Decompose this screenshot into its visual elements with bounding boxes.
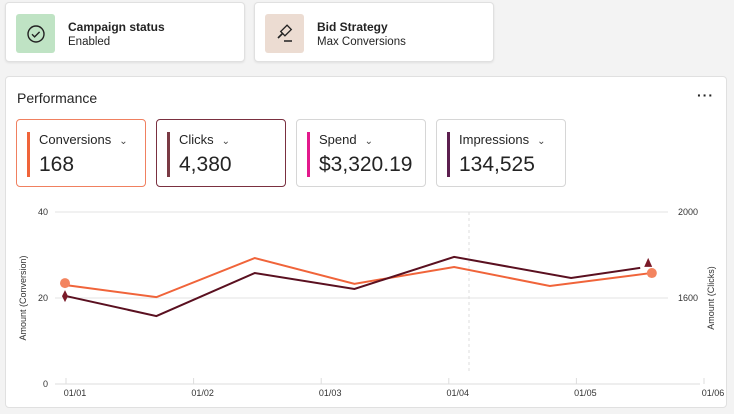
metric-value: $3,320.19 — [319, 153, 413, 176]
y-right-tick: 2000 — [678, 207, 698, 217]
x-tick: 01/01 — [64, 388, 87, 398]
bid-strategy-title: Bid Strategy — [317, 20, 388, 34]
series-line-conversions — [65, 256, 651, 299]
chevron-down-icon[interactable]: ⌄ — [221, 136, 231, 147]
impressions-marker-icon — [447, 132, 450, 177]
metric-card-spend[interactable]: Spend ⌄ $3,320.19 — [296, 119, 426, 187]
chevron-down-icon[interactable]: ⌄ — [537, 136, 546, 147]
bid-tile — [265, 14, 304, 53]
metric-value: 4,380 — [179, 153, 232, 176]
campaign-status-value: Enabled — [68, 36, 111, 48]
conversions-start-marker — [60, 278, 70, 289]
chevron-down-icon[interactable]: ⌄ — [119, 136, 128, 147]
metric-label: Impressions — [459, 132, 530, 147]
metric-label: Clicks — [179, 132, 214, 147]
clicks-marker-icon — [167, 132, 170, 177]
performance-title: Performance — [17, 90, 98, 106]
metric-card-impressions[interactable]: Impressions ⌄ 134,525 — [436, 119, 566, 187]
spend-marker-icon — [307, 132, 310, 177]
bid-strategy-card[interactable]: Bid Strategy Max Conversions — [254, 2, 494, 62]
chevron-down-icon[interactable]: ⌄ — [364, 136, 373, 147]
metric-label: Conversions — [39, 132, 112, 147]
conversions-marker-icon — [27, 132, 30, 177]
more-options-button[interactable]: ··· — [697, 87, 714, 103]
bid-strategy-value: Max Conversions — [317, 36, 406, 48]
metric-label: Spend — [319, 132, 357, 147]
gavel-icon — [276, 23, 292, 42]
clicks-end-marker — [644, 257, 653, 267]
metric-value: 168 — [39, 153, 75, 176]
status-tile — [16, 14, 55, 53]
x-tick: 01/06 — [702, 388, 725, 398]
metric-card-clicks[interactable]: Clicks ⌄ 4,380 — [156, 119, 286, 187]
x-tick: 01/02 — [191, 388, 214, 398]
metric-value: 134,525 — [459, 153, 535, 176]
y-left-tick: 20 — [38, 293, 48, 303]
y-left-tick: 40 — [38, 207, 48, 217]
campaign-status-card[interactable]: Campaign status Enabled — [5, 2, 245, 62]
series-line-clicks — [65, 255, 641, 318]
y-left-tick: 0 — [43, 379, 48, 389]
y-right-label: Amount (Clicks) — [706, 266, 716, 330]
y-left-label: Amount (Conversion) — [18, 255, 28, 340]
check-circle-icon — [26, 24, 45, 43]
metric-card-conversions[interactable]: Conversions ⌄ 168 — [16, 119, 146, 187]
x-tick: 01/03 — [319, 388, 342, 398]
conversions-end-marker — [646, 268, 657, 279]
campaign-status-title: Campaign status — [68, 20, 165, 34]
clicks-start-marker — [62, 290, 68, 303]
x-tick: 01/05 — [574, 388, 597, 398]
x-tick: 01/04 — [447, 388, 470, 398]
y-right-tick: 1600 — [678, 293, 698, 303]
